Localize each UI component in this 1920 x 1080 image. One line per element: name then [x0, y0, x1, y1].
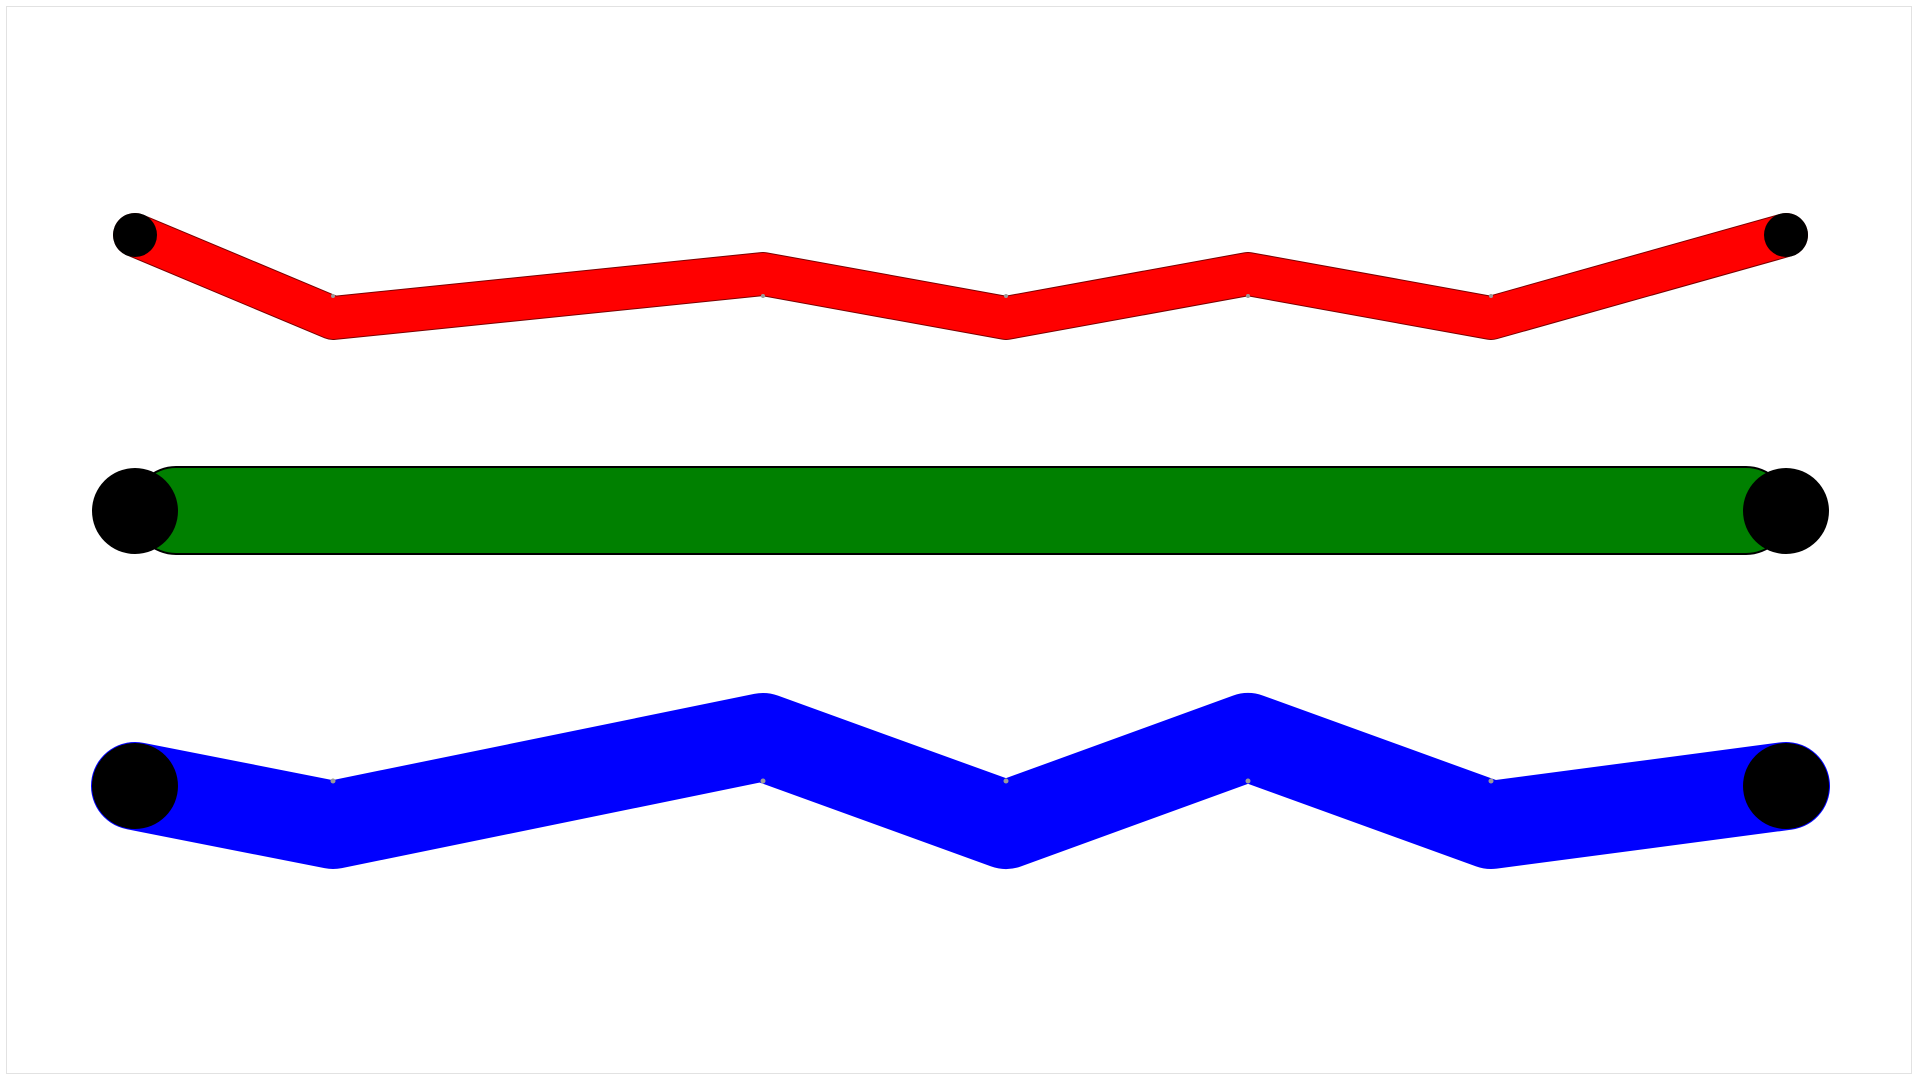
blue-stroke-vertices — [330, 778, 1494, 784]
red-stroke-body — [114, 214, 1807, 339]
vertex-dot — [330, 778, 336, 784]
green-stroke-end-cap — [1743, 468, 1829, 554]
vertex-dot — [761, 294, 765, 298]
green-stroke-body — [132, 466, 1790, 555]
red-stroke-end-cap — [1764, 213, 1808, 257]
vertex-dot — [1246, 294, 1250, 298]
vertex-dot — [760, 778, 766, 784]
vertex-dot — [331, 294, 335, 298]
red-stroke-start-cap — [113, 213, 157, 257]
green-stroke — [92, 466, 1829, 555]
red-stroke — [113, 213, 1808, 340]
green-stroke-start-cap — [92, 468, 178, 554]
vertex-dot — [1245, 778, 1251, 784]
vertex-dot — [1003, 778, 1009, 784]
red-stroke-vertices — [331, 294, 1493, 298]
vertex-dot — [1488, 778, 1494, 784]
vertex-dot — [1489, 294, 1493, 298]
blue-stroke-end-cap — [1743, 743, 1829, 829]
blue-stroke-body — [91, 693, 1830, 869]
vertex-dot — [1004, 294, 1008, 298]
blue-stroke-start-cap — [92, 743, 178, 829]
blue-stroke — [91, 693, 1830, 869]
